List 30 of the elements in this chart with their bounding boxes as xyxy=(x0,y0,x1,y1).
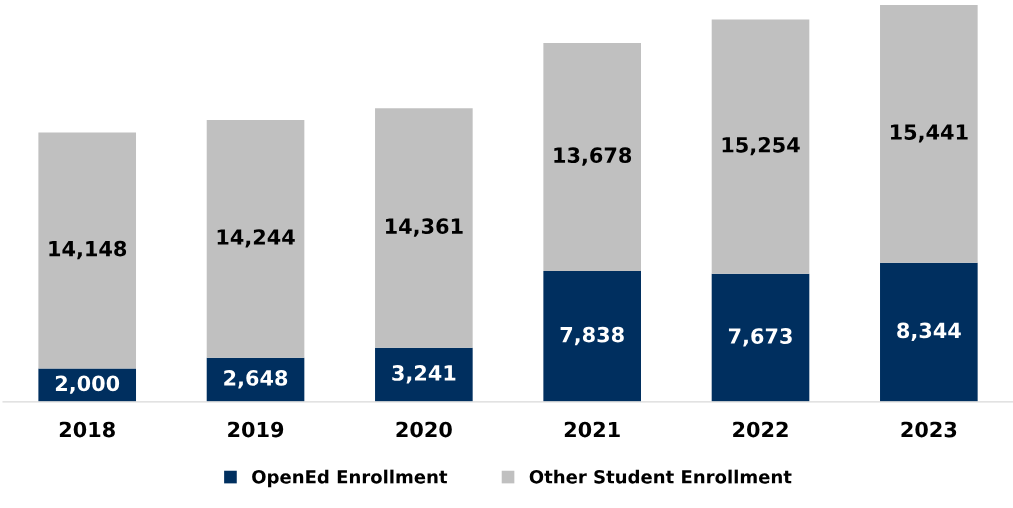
data-label: 15,254 xyxy=(722,136,800,156)
x-tick-label: 2020 xyxy=(396,421,452,438)
x-tick-label: 2023 xyxy=(901,421,957,438)
bar xyxy=(543,42,641,272)
data-label: 3,241 xyxy=(392,365,456,384)
legend-label: Other Student Enrollment xyxy=(529,469,792,484)
data-label: 2,000 xyxy=(55,375,120,394)
data-label: 7,838 xyxy=(560,326,624,346)
bar xyxy=(711,273,810,402)
bar xyxy=(880,262,978,402)
data-label: 14,148 xyxy=(49,240,127,260)
x-tick-label: 2021 xyxy=(564,421,620,438)
x-tick-label: 2022 xyxy=(733,421,788,438)
x-tick-label: 2019 xyxy=(228,421,284,438)
legend-label: OpenEd Enrollment xyxy=(252,469,448,488)
bar xyxy=(711,19,810,274)
data-label: 8,344 xyxy=(897,322,961,341)
data-label: 15,441 xyxy=(890,124,968,143)
bar xyxy=(880,5,978,263)
data-label: 14,244 xyxy=(217,229,295,248)
data-label: 13,678 xyxy=(554,147,632,166)
bar xyxy=(543,271,641,402)
x-tick-label: 2018 xyxy=(59,421,115,438)
bar xyxy=(38,132,137,369)
data-label: 2,648 xyxy=(224,370,288,389)
bar xyxy=(375,108,473,348)
bar xyxy=(206,120,305,358)
bar xyxy=(375,347,473,402)
data-label: 14,361 xyxy=(386,218,463,237)
data-label: 7,673 xyxy=(728,328,792,347)
